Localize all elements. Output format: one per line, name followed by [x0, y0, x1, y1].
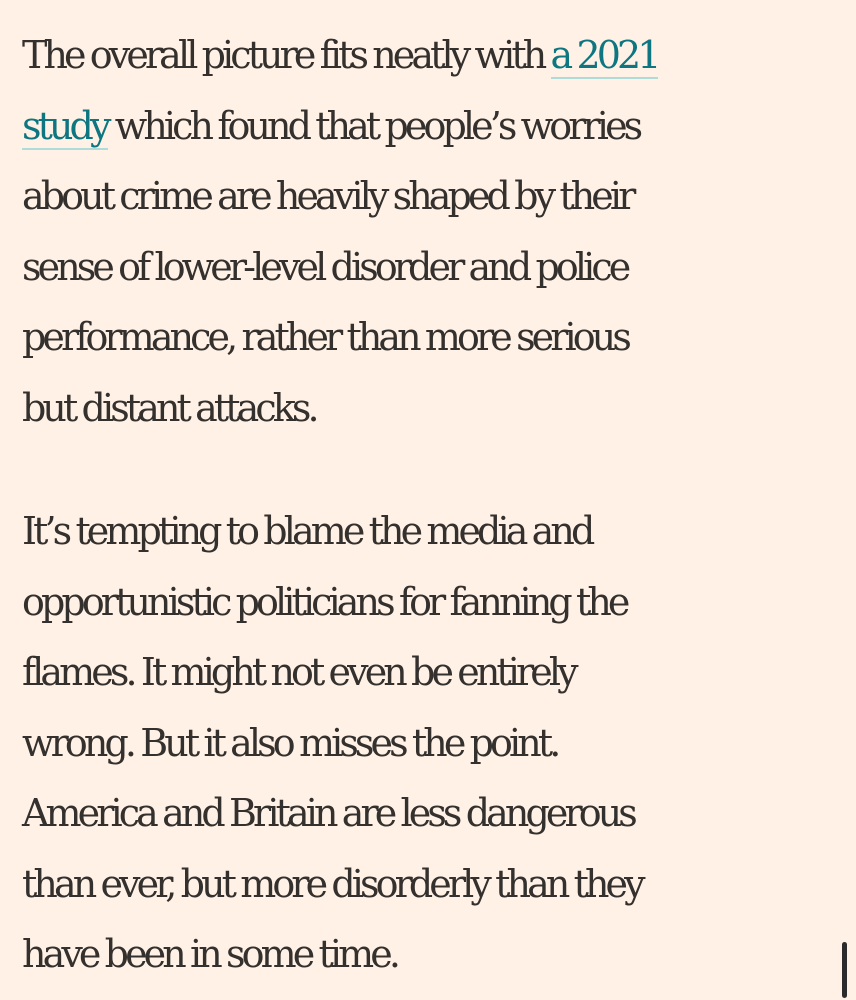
- article-body: The overall picture fits neatly with a 2…: [22, 20, 842, 990]
- text-line: than ever, but more disorderly than they: [22, 861, 646, 906]
- text-segment: which found that people’s worries: [107, 103, 643, 148]
- text-line: opportunistic politicians for fanning th…: [22, 579, 630, 624]
- study-link[interactable]: a 2021: [550, 33, 661, 79]
- text-line: study which found that people’s worries: [22, 91, 842, 162]
- text-line: America and Britain are less dangerous: [22, 791, 638, 835]
- text-line: but distant attacks.: [22, 385, 320, 430]
- text-line: have been in some time.: [22, 932, 401, 976]
- text-line: flames. It might not even be entirely: [22, 650, 579, 694]
- text-line: performance, rather than more serious: [22, 315, 632, 359]
- text-line: wrong. But it also misses the point.: [22, 720, 561, 765]
- scrollbar-thumb[interactable]: [842, 942, 847, 998]
- paragraph-2: It’s tempting to blame the media and opp…: [22, 496, 842, 990]
- text-line: sense of lower-level disorder and police: [22, 244, 631, 289]
- text-line: about crime are heavily shaped by their: [22, 174, 636, 218]
- text-line: The overall picture fits neatly with a 2…: [22, 20, 842, 91]
- study-link-continuation[interactable]: study: [22, 103, 111, 150]
- text-line: It’s tempting to blame the media and: [22, 509, 595, 553]
- paragraph-1: The overall picture fits neatly with a 2…: [22, 20, 842, 443]
- text-segment: The overall picture fits neatly with: [22, 33, 551, 77]
